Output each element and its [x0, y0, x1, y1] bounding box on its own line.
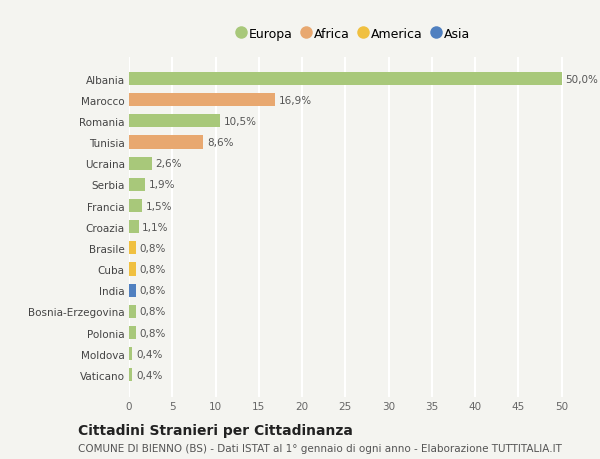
Text: 0,4%: 0,4% [136, 349, 162, 359]
Bar [129, 200, 142, 213]
Text: 0,8%: 0,8% [139, 307, 166, 317]
Bar [129, 94, 275, 107]
Bar [129, 347, 133, 360]
Bar [129, 326, 136, 339]
Text: 10,5%: 10,5% [223, 117, 256, 127]
Bar [129, 305, 136, 318]
Text: 2,6%: 2,6% [155, 159, 181, 169]
Bar [129, 284, 136, 297]
Text: 1,9%: 1,9% [149, 180, 175, 190]
Text: 1,1%: 1,1% [142, 222, 169, 232]
Text: COMUNE DI BIENNO (BS) - Dati ISTAT al 1° gennaio di ogni anno - Elaborazione TUT: COMUNE DI BIENNO (BS) - Dati ISTAT al 1°… [78, 443, 562, 453]
Text: 8,6%: 8,6% [207, 138, 233, 148]
Bar [129, 263, 136, 276]
Bar [129, 369, 133, 381]
Bar [129, 179, 145, 191]
Text: 0,8%: 0,8% [139, 243, 166, 253]
Text: 0,8%: 0,8% [139, 328, 166, 338]
Text: 50,0%: 50,0% [565, 74, 598, 84]
Bar [129, 221, 139, 234]
Text: 0,4%: 0,4% [136, 370, 162, 380]
Text: 0,8%: 0,8% [139, 285, 166, 296]
Text: 1,5%: 1,5% [145, 201, 172, 211]
Text: Cittadini Stranieri per Cittadinanza: Cittadini Stranieri per Cittadinanza [78, 423, 353, 437]
Bar [129, 73, 562, 86]
Text: 16,9%: 16,9% [279, 95, 312, 106]
Legend: Europa, Africa, America, Asia: Europa, Africa, America, Asia [233, 23, 475, 46]
Bar [129, 136, 203, 149]
Bar [129, 157, 151, 170]
Text: 0,8%: 0,8% [139, 264, 166, 274]
Bar [129, 242, 136, 255]
Bar [129, 115, 220, 128]
